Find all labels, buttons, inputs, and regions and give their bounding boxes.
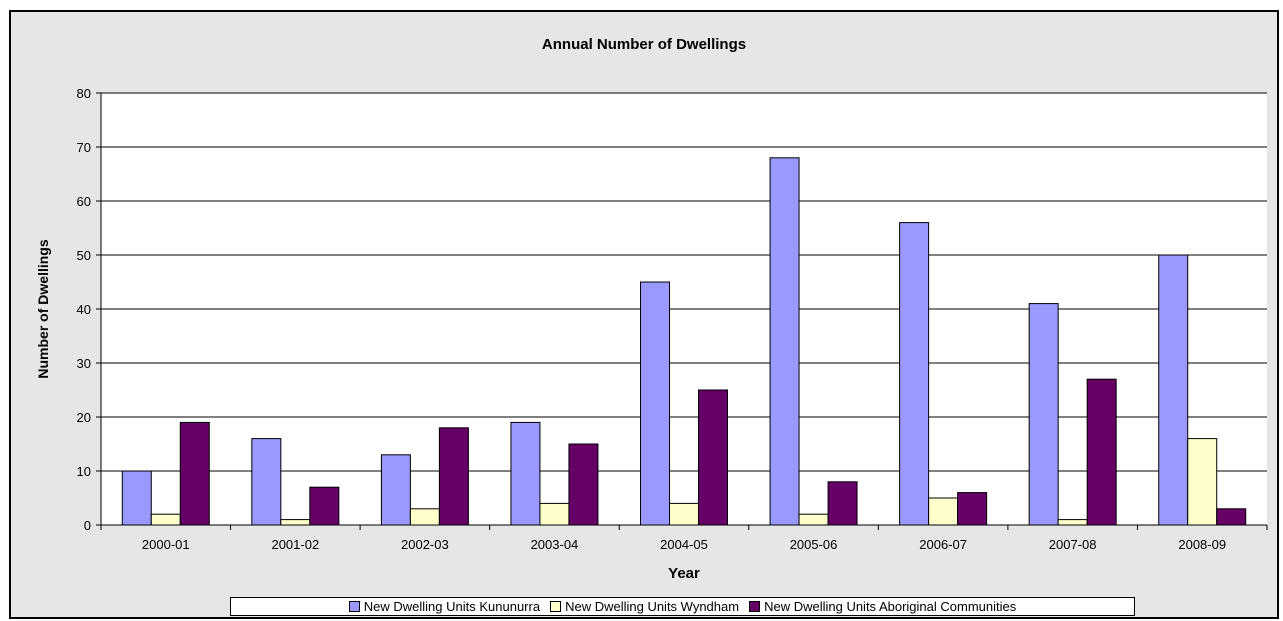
bar: [698, 389, 728, 526]
bar: [380, 454, 411, 526]
legend-label: New Dwelling Units Wyndham: [565, 599, 740, 614]
bar: [928, 497, 959, 526]
y-tick-label: 0: [84, 518, 91, 533]
bar: [150, 513, 181, 526]
bar: [539, 502, 570, 526]
bar: [1158, 254, 1189, 526]
x-tick-label: 2002-03: [401, 537, 449, 552]
legend-label: New Dwelling Units Aboriginal Communitie…: [764, 599, 1017, 614]
y-tick-label: 60: [77, 194, 91, 209]
legend-label: New Dwelling Units Kununurra: [363, 599, 541, 614]
chart-legend: New Dwelling Units Kununurra New Dwelling…: [230, 597, 1135, 616]
bar: [309, 486, 340, 526]
x-tick-label: 2004-05: [660, 537, 708, 552]
legend-swatch: [348, 601, 360, 612]
bar: [1057, 519, 1088, 526]
y-tick-label: 10: [77, 464, 91, 479]
bar: [899, 222, 930, 526]
bar: [1028, 303, 1059, 526]
x-tick-label: 2001-02: [271, 537, 319, 552]
legend-swatch: [749, 601, 761, 612]
x-tick-label: 2005-06: [790, 537, 838, 552]
bar: [827, 481, 858, 526]
legend-item: New Dwelling Units Wyndham: [550, 599, 739, 614]
chart-title: Annual Number of Dwellings: [541, 36, 747, 53]
bar: [510, 421, 541, 526]
x-tick-label: 2007-08: [1049, 537, 1097, 552]
bar: [568, 443, 599, 526]
y-tick-label: 20: [77, 410, 91, 425]
legend-item: New Dwelling Units Kununurra: [348, 599, 541, 614]
legend-swatch: [550, 601, 562, 612]
bar: [957, 492, 988, 526]
bar: [798, 513, 829, 526]
bar: [640, 281, 670, 526]
y-axis-title: Number of Dwellings: [35, 239, 51, 378]
bar: [251, 438, 282, 526]
x-tick-label: 2006-07: [919, 537, 967, 552]
y-tick-label: 80: [77, 86, 91, 101]
bar: [669, 502, 699, 526]
bar: [438, 427, 469, 526]
bar: [1216, 508, 1247, 526]
bar: [409, 508, 440, 526]
x-tick-label: 2000-01: [142, 537, 190, 552]
bar: [769, 157, 800, 526]
bar: [280, 519, 311, 526]
bar: [179, 421, 210, 526]
bar: [1187, 438, 1218, 526]
x-axis-title: Year: [668, 565, 700, 582]
y-tick-label: 40: [77, 302, 91, 317]
x-tick-label: 2008-09: [1178, 537, 1226, 552]
bar: [1086, 378, 1117, 526]
x-tick-label: 2003-04: [531, 537, 579, 552]
legend-item: New Dwelling Units Aboriginal Communitie…: [749, 599, 1016, 614]
y-tick-label: 30: [77, 356, 91, 371]
y-tick-label: 50: [77, 248, 91, 263]
y-tick-label: 70: [77, 140, 91, 155]
bar: [121, 470, 152, 526]
